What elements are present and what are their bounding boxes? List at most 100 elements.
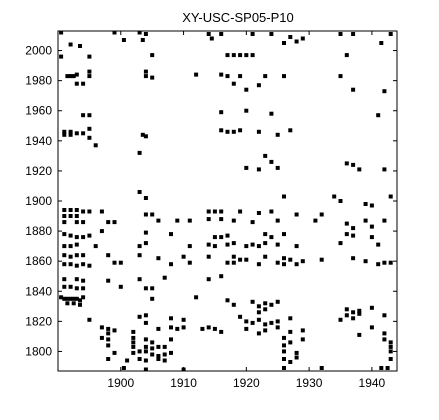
data-point-239 xyxy=(263,307,268,312)
data-point-216 xyxy=(74,286,79,291)
data-point-240 xyxy=(269,302,274,307)
data-point-324 xyxy=(162,358,167,363)
data-point-325 xyxy=(282,357,286,361)
data-point-261 xyxy=(263,322,268,327)
data-point-145 xyxy=(269,235,274,240)
data-point-23 xyxy=(150,53,155,58)
data-point-182 xyxy=(282,256,286,261)
data-point-276 xyxy=(206,325,211,330)
data-point-220 xyxy=(150,286,155,291)
data-point-45 xyxy=(338,74,343,79)
data-point-202 xyxy=(282,262,286,267)
data-point-98 xyxy=(81,209,86,214)
data-point-76 xyxy=(288,128,293,133)
data-point-277 xyxy=(212,326,217,331)
data-point-106 xyxy=(206,209,211,214)
data-point-36 xyxy=(143,69,148,74)
data-point-222 xyxy=(62,296,67,301)
data-point-253 xyxy=(143,313,148,318)
data-point-245 xyxy=(357,308,362,313)
data-point-50 xyxy=(244,87,249,92)
data-point-273 xyxy=(175,326,180,331)
data-point-295 xyxy=(282,335,286,340)
data-point-110 xyxy=(256,211,261,215)
data-point-6 xyxy=(250,32,255,36)
data-points xyxy=(59,30,393,372)
x-tick-label-0: 1900 xyxy=(107,376,134,390)
data-point-124 xyxy=(231,218,236,223)
data-point-169 xyxy=(62,253,67,258)
data-point-97 xyxy=(74,208,79,212)
data-point-54 xyxy=(87,113,92,118)
data-point-133 xyxy=(62,232,67,237)
data-point-53 xyxy=(81,113,86,118)
data-point-140 xyxy=(169,232,173,237)
data-point-95 xyxy=(62,208,67,212)
data-point-230 xyxy=(71,301,76,306)
data-point-102 xyxy=(74,214,79,218)
data-point-55 xyxy=(219,110,224,115)
data-point-119 xyxy=(156,218,161,223)
data-point-256 xyxy=(181,317,186,322)
y-tick-label-2: 1840 xyxy=(25,284,52,298)
data-point-82 xyxy=(275,165,280,170)
data-point-288 xyxy=(99,335,104,340)
data-point-42 xyxy=(238,74,243,79)
data-point-81 xyxy=(256,167,261,172)
data-point-89 xyxy=(282,194,286,199)
data-point-85 xyxy=(357,167,362,172)
data-point-290 xyxy=(131,335,136,340)
data-point-61 xyxy=(74,131,79,136)
data-point-135 xyxy=(74,235,79,240)
data-point-192 xyxy=(81,262,86,267)
data-point-131 xyxy=(369,224,374,229)
data-point-93 xyxy=(369,203,374,208)
data-point-77 xyxy=(137,150,142,155)
data-point-62 xyxy=(81,131,86,136)
data-point-330 xyxy=(143,367,148,372)
y-tick-label-9: 1980 xyxy=(25,74,52,88)
data-point-29 xyxy=(344,53,349,58)
data-point-22 xyxy=(87,54,92,59)
data-point-307 xyxy=(388,344,393,349)
data-point-194 xyxy=(112,260,117,265)
data-point-132 xyxy=(382,218,387,223)
data-point-227 xyxy=(78,298,82,303)
data-point-129 xyxy=(351,226,356,231)
data-point-44 xyxy=(282,74,286,79)
data-point-260 xyxy=(256,317,261,322)
data-point-291 xyxy=(131,340,136,345)
data-point-168 xyxy=(376,242,381,247)
data-point-254 xyxy=(143,320,148,325)
data-point-244 xyxy=(351,310,356,315)
data-point-72 xyxy=(231,129,236,134)
data-point-221 xyxy=(59,295,64,300)
data-point-69 xyxy=(143,134,148,139)
data-point-165 xyxy=(275,242,280,247)
data-point-236 xyxy=(250,299,255,304)
data-point-258 xyxy=(244,319,249,324)
data-point-191 xyxy=(74,263,79,268)
data-point-139 xyxy=(143,230,148,235)
data-point-116 xyxy=(81,220,86,225)
data-point-104 xyxy=(143,212,148,217)
data-point-319 xyxy=(106,357,111,361)
data-point-125 xyxy=(250,220,255,225)
data-point-203 xyxy=(294,262,299,267)
data-point-51 xyxy=(351,87,356,92)
data-point-329 xyxy=(121,366,126,370)
data-point-312 xyxy=(150,352,155,357)
data-point-189 xyxy=(62,262,67,267)
data-point-52 xyxy=(382,89,387,94)
plot-area xyxy=(58,31,397,371)
data-point-311 xyxy=(143,349,148,354)
data-point-156 xyxy=(187,244,192,249)
data-point-179 xyxy=(238,257,243,262)
data-point-2 xyxy=(137,30,142,35)
data-point-301 xyxy=(131,344,136,349)
data-point-141 xyxy=(212,235,217,240)
data-point-150 xyxy=(62,244,67,249)
data-point-158 xyxy=(212,244,217,249)
data-point-174 xyxy=(137,253,142,258)
data-point-74 xyxy=(256,129,261,134)
